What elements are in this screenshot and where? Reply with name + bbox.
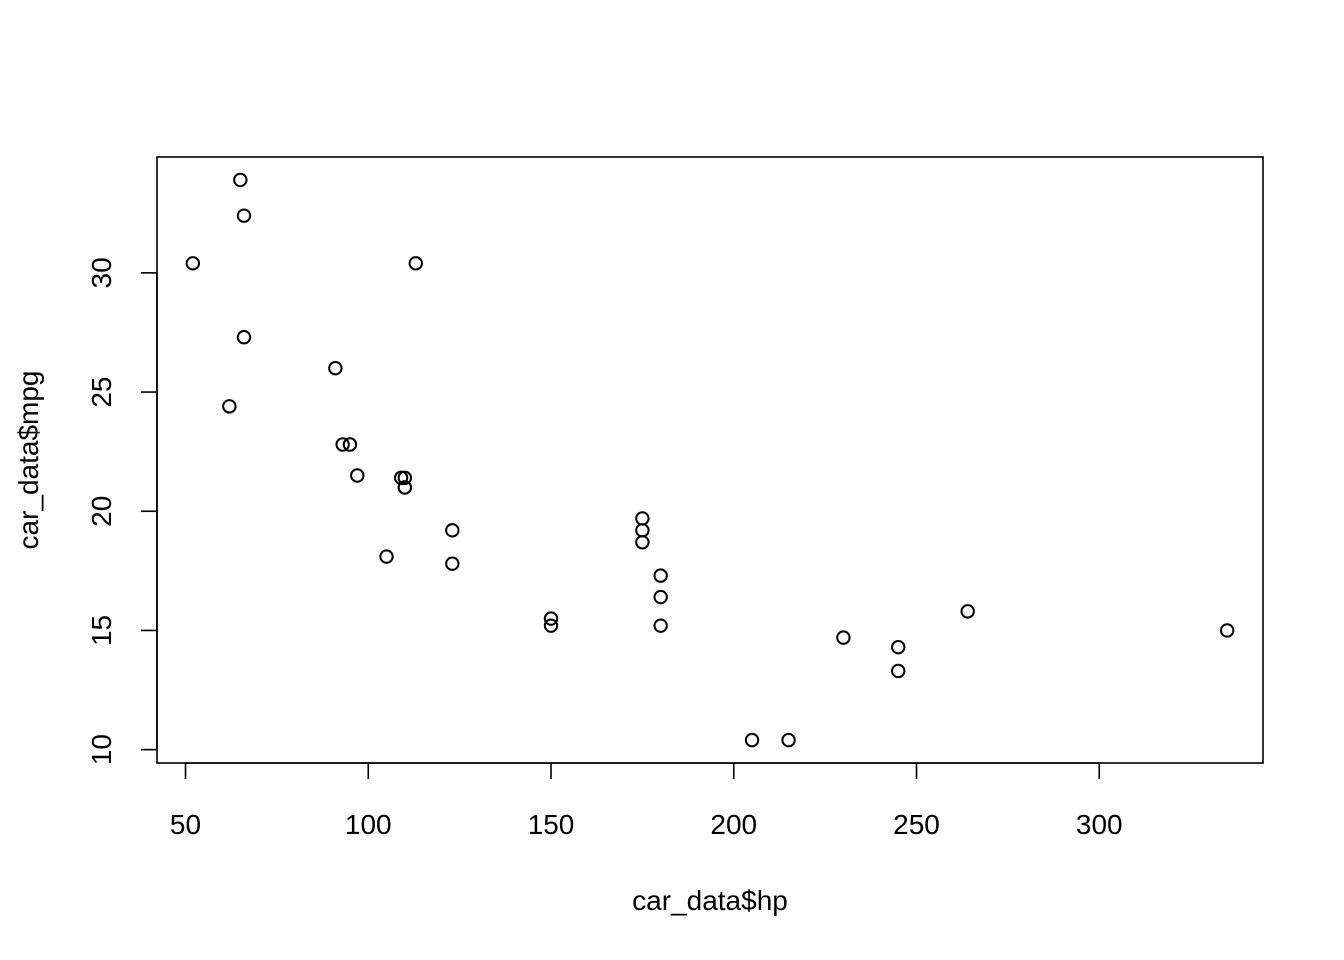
data-point [960,604,975,619]
data-point [222,399,237,414]
data-point [233,172,248,188]
x-tick-label: 300 [1076,809,1123,840]
data-point [236,330,252,345]
data-point [335,437,350,452]
data-point [393,470,409,486]
data-point [744,732,760,748]
data-point [397,480,413,495]
x-tick-label: 100 [345,809,392,840]
data-point [891,639,906,655]
data-point [836,630,851,645]
y-axis: 10 15 20 25 30 [86,257,158,765]
data-point [408,256,423,271]
data-point [350,468,365,483]
data-point [328,361,343,376]
data-point [781,732,796,748]
x-tick-label: 250 [893,809,940,840]
y-tick-label: 30 [86,257,117,288]
data-point [543,611,559,626]
data-point [236,208,252,223]
data-point [653,589,668,605]
x-axis-label: car_data$hp [632,885,788,916]
data-point [653,618,668,633]
x-tick-label: 200 [710,809,757,840]
y-tick-label: 10 [86,734,117,765]
y-axis-label: car_data$mpg [13,370,44,549]
y-tick-label: 15 [86,615,117,646]
data-point [342,437,358,452]
x-tick-label: 150 [528,809,575,840]
data-point [891,663,906,679]
data-point [445,556,460,571]
data-point [543,618,559,633]
data-point [185,256,201,271]
x-axis: 50 100 150 200 250 300 [170,762,1123,840]
data-point [379,549,394,564]
y-tick-label: 25 [86,376,117,407]
data-point [653,568,668,583]
data-point [635,511,650,526]
y-tick-label: 20 [86,496,117,527]
data-point [1219,623,1235,638]
data-points [185,172,1235,748]
data-point [445,523,460,538]
x-tick-label: 50 [170,809,201,840]
